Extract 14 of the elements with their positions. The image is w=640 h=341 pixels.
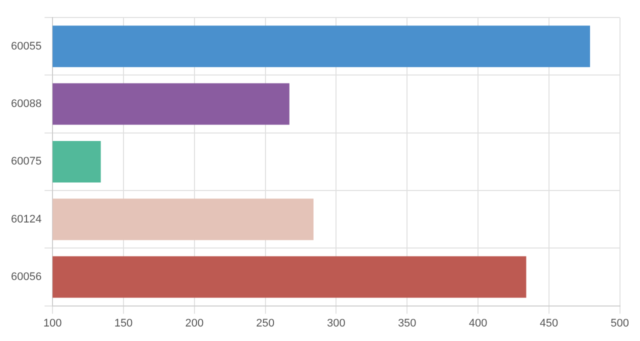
x-tick-label: 350 xyxy=(398,317,416,330)
x-tick-label: 300 xyxy=(327,317,346,330)
x-tick-label: 100 xyxy=(43,317,62,330)
x-tick-label: 150 xyxy=(114,317,133,330)
x-tick-label: 500 xyxy=(610,317,630,330)
y-tick-label: 60056 xyxy=(10,271,42,284)
x-tick-label: 400 xyxy=(468,317,488,330)
y-tick-label: 60124 xyxy=(10,213,42,226)
x-tick-label: 200 xyxy=(185,317,204,330)
y-tick-label: 60075 xyxy=(10,156,42,168)
y-tick-label: 60055 xyxy=(10,40,42,52)
y-tick-label: 60088 xyxy=(10,98,42,110)
x-tick-label: 450 xyxy=(540,317,558,330)
x-tick-label: 250 xyxy=(256,317,274,330)
